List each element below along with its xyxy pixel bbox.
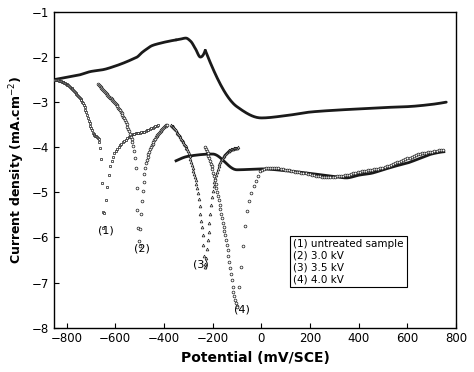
- Text: (4): (4): [234, 305, 250, 315]
- Text: (3): (3): [192, 260, 208, 269]
- Text: (2): (2): [134, 244, 150, 254]
- X-axis label: Potential (mV/SCE): Potential (mV/SCE): [181, 351, 329, 365]
- Text: (1) untreated sample
(2) 3.0 kV
(3) 3.5 kV
(4) 4.0 kV: (1) untreated sample (2) 3.0 kV (3) 3.5 …: [293, 239, 404, 284]
- Y-axis label: Current density (mA.cm$^{-2}$): Current density (mA.cm$^{-2}$): [7, 76, 27, 264]
- Text: (1): (1): [98, 226, 113, 236]
